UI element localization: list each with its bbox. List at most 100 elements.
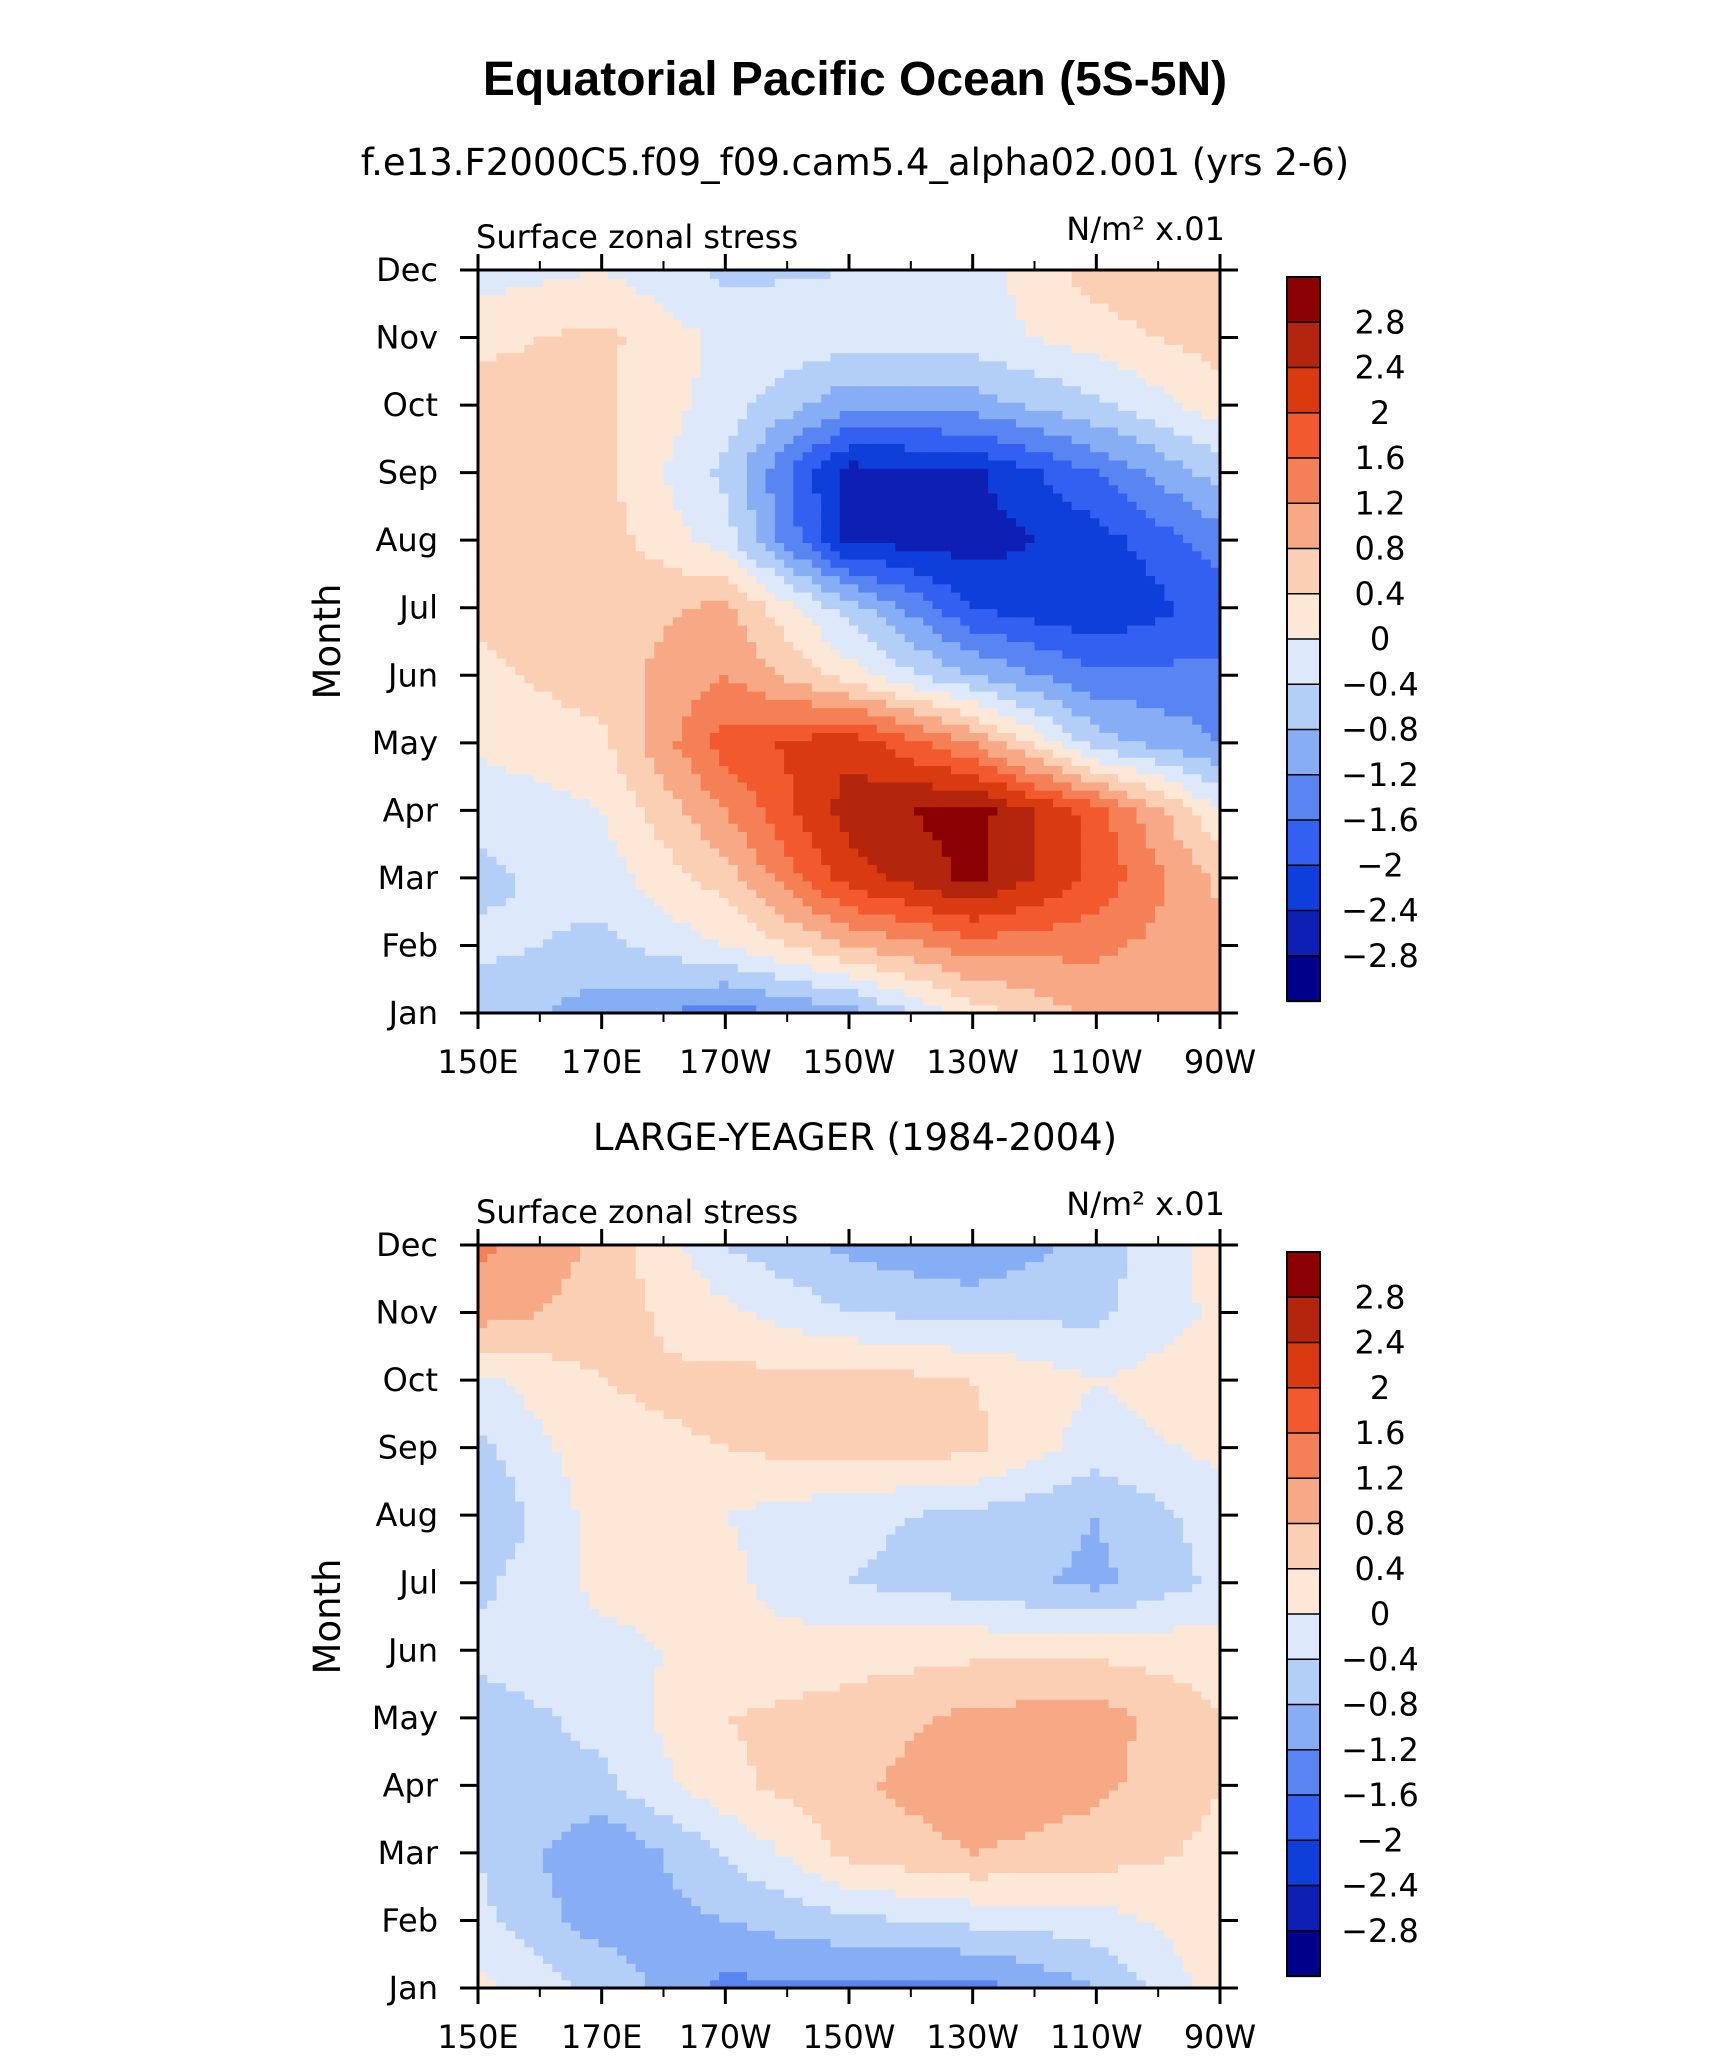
- heatmap-cell: [1053, 979, 1063, 989]
- heatmap-cell: [867, 790, 878, 799]
- heatmap-cell: [1136, 600, 1147, 610]
- heatmap-cell: [672, 624, 683, 634]
- heatmap-cell: [1182, 889, 1193, 899]
- heatmap-cell: [1043, 773, 1054, 783]
- heatmap-cell: [1080, 624, 1091, 634]
- heatmap-cell: [1145, 814, 1156, 824]
- heatmap-cell: [932, 567, 943, 577]
- heatmap-cell: [904, 880, 915, 890]
- heatmap-cell: [1006, 979, 1017, 989]
- heatmap-cell: [1034, 542, 1045, 552]
- heatmap-cell: [1117, 658, 1128, 667]
- heatmap-cell: [672, 699, 683, 709]
- heatmap-cell: [802, 938, 813, 948]
- heatmap-cell: [487, 724, 498, 733]
- heatmap-cell: [487, 501, 498, 511]
- heatmap-cell: [988, 740, 999, 750]
- heatmap-cell: [515, 1004, 525, 1014]
- heatmap-cell: [1173, 641, 1184, 651]
- heatmap-cell: [969, 534, 980, 544]
- heatmap-cell: [719, 732, 730, 742]
- heatmap-cell: [542, 856, 553, 865]
- heatmap-cell: [617, 658, 628, 667]
- heatmap-cell: [978, 979, 989, 989]
- heatmap-cell: [580, 691, 590, 700]
- heatmap-cell: [774, 748, 785, 758]
- heatmap-cell: [1117, 691, 1128, 700]
- heatmap-cell: [941, 814, 952, 824]
- heatmap-cell: [515, 839, 525, 849]
- heatmap-cell: [1053, 707, 1063, 717]
- heatmap-cell: [561, 534, 572, 544]
- heatmap-cell: [1145, 691, 1156, 700]
- heatmap-cell: [895, 740, 906, 750]
- heatmap-cell: [617, 732, 628, 742]
- heatmap-cell: [802, 682, 813, 692]
- heatmap-cell: [802, 575, 813, 585]
- heatmap-cell: [1071, 583, 1082, 593]
- heatmap-cell: [784, 938, 794, 948]
- heatmap-cell: [598, 748, 609, 758]
- heatmap-cell: [867, 740, 878, 750]
- heatmap-cell: [978, 913, 989, 923]
- heatmap-cell: [969, 691, 980, 700]
- heatmap-cell: [580, 839, 590, 849]
- heatmap-cell: [821, 666, 832, 676]
- heatmap-cell: [811, 946, 822, 956]
- heatmap-cell: [923, 691, 934, 700]
- heatmap-cell: [1182, 591, 1193, 601]
- heatmap-cell: [1108, 501, 1119, 511]
- heatmap-cell: [1192, 971, 1203, 981]
- heatmap-cell: [617, 905, 628, 915]
- heatmap-cell: [607, 525, 618, 535]
- heatmap-cell: [932, 979, 943, 989]
- heatmap-cell: [951, 616, 961, 626]
- heatmap-cell: [1155, 583, 1165, 593]
- heatmap-cell: [580, 831, 590, 841]
- heatmap-cell: [923, 732, 934, 742]
- heatmap-cell: [1145, 856, 1156, 865]
- heatmap-cell: [654, 955, 665, 965]
- heatmap-cell: [923, 831, 934, 841]
- heatmap-cell: [1080, 691, 1091, 700]
- heatmap-cell: [700, 682, 711, 692]
- heatmap-cell: [960, 806, 971, 816]
- heatmap-cell: [607, 666, 618, 676]
- heatmap-cell: [570, 790, 581, 799]
- heatmap-cell: [672, 575, 683, 585]
- heatmap-cell: [672, 880, 683, 890]
- heatmap-cell: [867, 724, 878, 733]
- heatmap-cell: [515, 501, 525, 511]
- heatmap-cell: [960, 509, 971, 519]
- heatmap-cell: [969, 707, 980, 717]
- heatmap-cell: [1090, 649, 1101, 659]
- heatmap-cell: [1043, 748, 1054, 758]
- heatmap-cell: [784, 988, 794, 998]
- heatmap-cell: [1164, 955, 1175, 965]
- heatmap-cell: [1062, 624, 1073, 634]
- heatmap-cell: [515, 633, 525, 643]
- heatmap-cell: [1053, 864, 1063, 874]
- heatmap-cell: [1053, 542, 1063, 552]
- heatmap-cell: [1071, 971, 1082, 981]
- heatmap-cell: [672, 748, 683, 758]
- heatmap-cell: [1117, 641, 1128, 651]
- heatmap-cell: [709, 591, 720, 601]
- heatmap-cell: [589, 922, 600, 932]
- heatmap-cell: [997, 509, 1008, 519]
- heatmap-cell: [709, 658, 720, 667]
- heatmap-cell: [821, 814, 832, 824]
- heatmap-cell: [589, 567, 600, 577]
- heatmap-cell: [765, 930, 776, 940]
- heatmap-cell: [524, 790, 535, 799]
- heatmap-cell: [1201, 922, 1212, 932]
- heatmap-cell: [496, 682, 507, 692]
- heatmap-cell: [487, 988, 498, 998]
- heatmap-cell: [570, 740, 581, 750]
- heatmap-cell: [886, 897, 896, 907]
- heatmap-cell: [1117, 872, 1128, 882]
- heatmap-cell: [1090, 823, 1101, 832]
- heatmap-cell: [932, 558, 943, 568]
- heatmap-cell: [672, 591, 683, 601]
- heatmap-cell: [533, 839, 544, 849]
